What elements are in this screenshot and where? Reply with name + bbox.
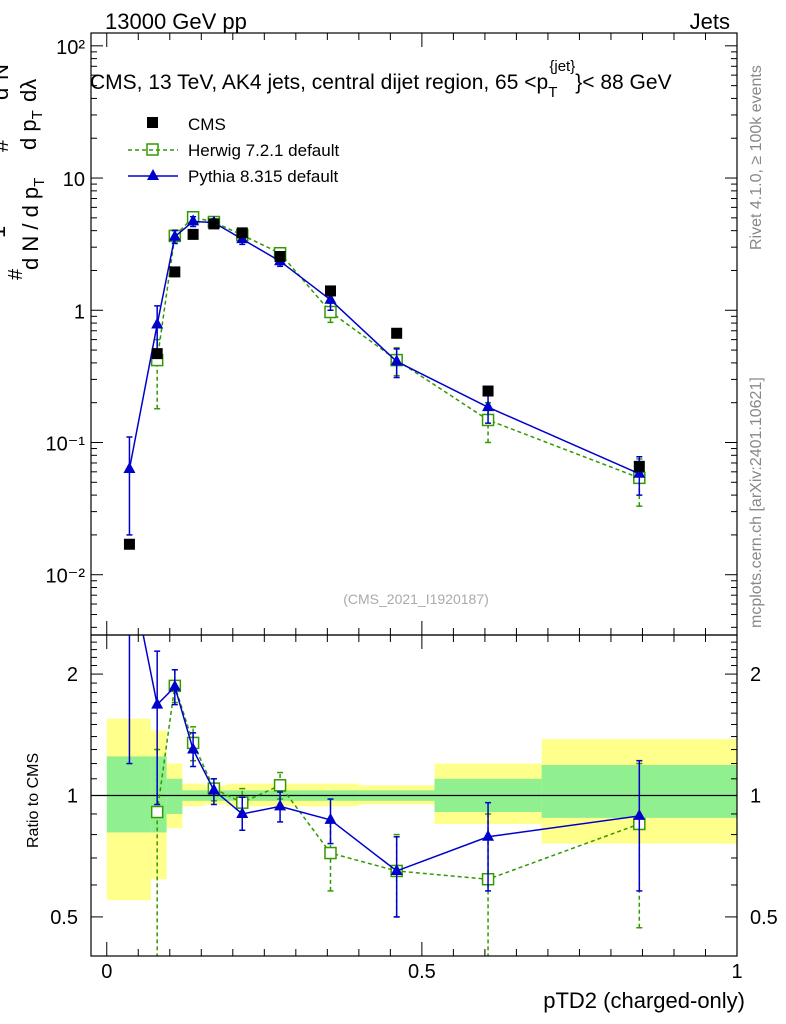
ratio-pythia-point [274,799,287,811]
ratio-y-tick-label-right: 1 [750,786,761,808]
ratio-pythia-point [236,806,249,818]
pythia-line [128,220,640,475]
ratio-panel-axes: 0 0.5 1 0.5 0.5 1 1 2 2 [50,634,778,983]
ratio-y-axis-label: Ratio to CMS [25,753,42,848]
ratio-herwig-point [150,805,164,819]
legend-herwig-label: Herwig 7.2.1 default [188,141,339,160]
pythia-point [482,400,495,412]
cms-point [391,327,403,339]
ratio-pythia-point [633,808,646,820]
x-axis-label: pTD2 (charged-only) [543,988,745,1013]
ratio-y-tick-label: 0.5 [50,907,78,929]
pythia-point [168,229,181,241]
pythia-point [151,317,164,329]
side-rivet-label: Rivet 4.1.0, ≥ 100k events [748,65,765,250]
legend: CMS Herwig 7.2.1 default Pythia 8.315 de… [128,115,339,186]
svg-text:dλ: dλ [16,79,41,102]
y-tick-label: 10 [63,169,85,191]
ratio-pythia-point [207,783,220,795]
legend-pythia-label: Pythia 8.315 default [188,167,339,186]
cms-point [633,460,645,472]
cms-point [123,538,135,550]
svg-text:d N / d pT: d N / d pT [18,178,48,270]
legend-herwig-marker [146,143,159,156]
svg-text:#: # [0,139,13,152]
plot-title: CMS, 13 TeV, AK4 jets, central dijet reg… [90,58,672,101]
y-tick-label: 10⁻² [46,566,86,588]
ratio-y-tick-label: 1 [67,786,78,808]
ratio-pythia-point [482,829,495,841]
svg-text:#: # [5,268,27,280]
x-tick-label: 1 [731,961,742,983]
header-energy-label: 13000 GeV pp [105,9,247,34]
svg-text:d2N: d2N [0,64,13,100]
main-panel-marks [123,211,646,550]
side-mcplots-label: mcplots.cern.ch [arXiv:2401.10621] [748,377,765,628]
ratio-pythia-point [187,742,200,754]
pythia-point [123,462,136,474]
pythia-point [187,214,200,226]
x-tick-label: 0 [101,961,112,983]
svg-text:1: 1 [0,226,10,238]
ratio-y-tick-label-right: 2 [750,664,761,686]
cms-point [236,227,248,239]
header-jets-label: Jets [690,9,730,34]
ratio-herwig-point [324,846,337,860]
herwig-line [156,216,640,479]
ratio-herwig-point [273,779,287,792]
svg-text:d pT: d pT [16,110,46,150]
ratio-y-tick-label-right: 0.5 [750,907,778,929]
cms-point [274,251,286,263]
ratio-pythia-point [168,679,181,691]
cms-point [187,228,199,240]
ratio-band-green [150,756,167,833]
legend-cms-marker [147,117,158,128]
legend-cms-label: CMS [188,115,226,134]
ratio-pythia-point [390,863,403,875]
cms-point [482,385,494,397]
ratio-band-green [166,778,183,814]
y-tick-label: 10⁻¹ [46,433,86,455]
y-tick-label: 10² [56,37,85,59]
pythia-point [324,292,337,304]
cms-point [208,218,220,230]
cms-point [169,266,181,278]
x-tick-label: 0.5 [408,961,436,983]
ratio-herwig-line [156,685,640,880]
pythia-point [390,354,403,366]
ratio-band-green [106,756,151,833]
cms-point [151,348,163,360]
y-axis-label: d N / d pT d pT dλ 1 # d2N # [0,64,48,280]
ratio-panel-marks [123,559,646,956]
ratio-pythia-point [151,697,164,709]
main-panel-axes: 10⁻² 10⁻¹ 1 10 10² [46,32,738,636]
ratio-y-tick-label: 2 [67,664,78,686]
cms-point [324,285,336,297]
legend-pythia-marker [147,169,159,180]
pythia-point [633,466,646,478]
analysis-id-label: (CMS_2021_I1920187) [343,591,489,607]
y-tick-label: 1 [74,301,85,323]
ratio-pythia-point [324,812,337,824]
ratio-pythia-point [123,559,135,570]
